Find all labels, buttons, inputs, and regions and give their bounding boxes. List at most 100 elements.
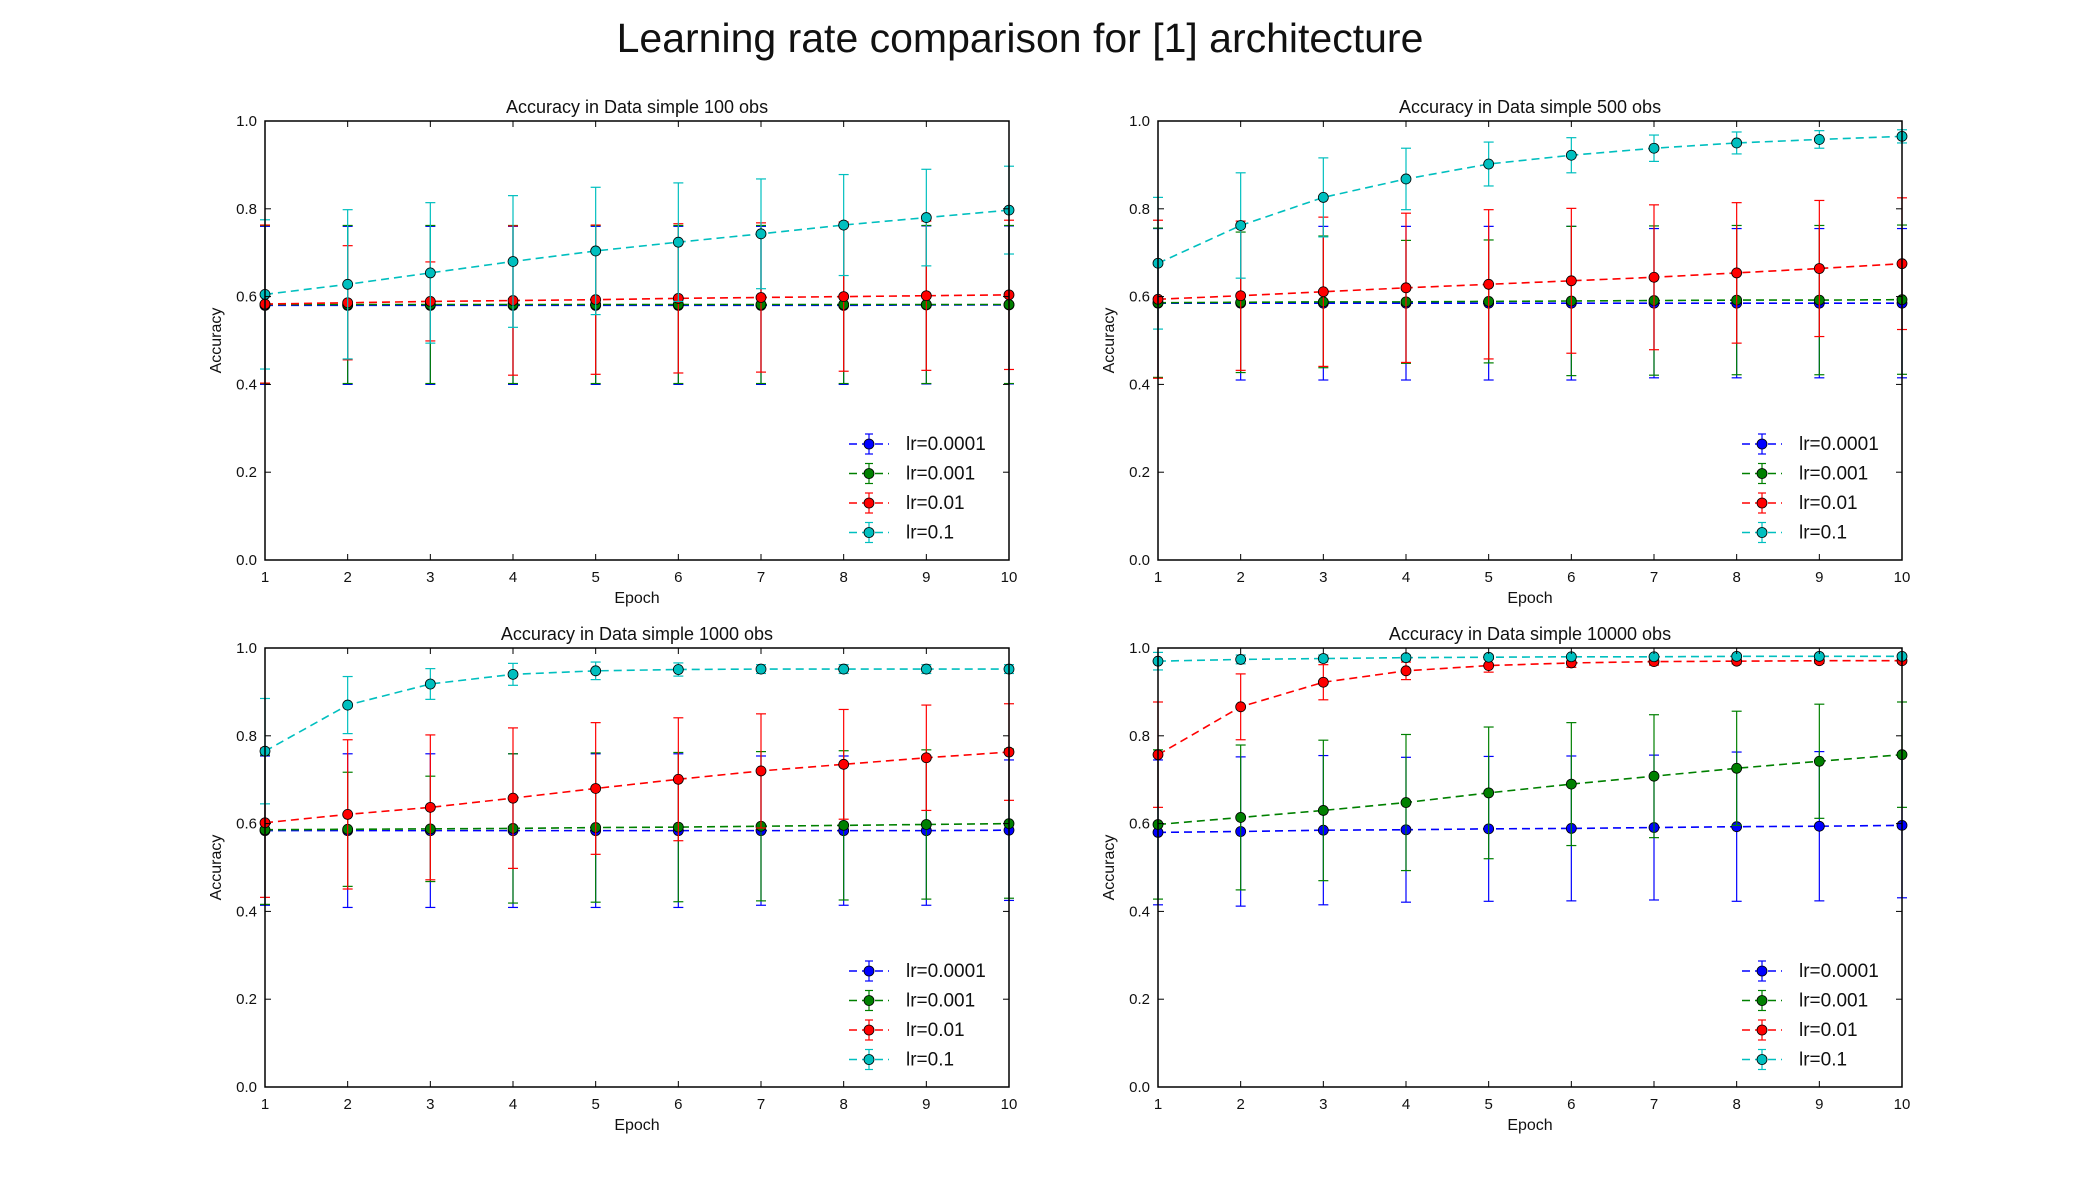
series-line	[1157, 655, 1902, 662]
data-point	[672, 664, 684, 675]
y-axis-label: Accuracy	[1101, 308, 1118, 374]
x-tick-label: 4	[1402, 1096, 1410, 1113]
data-point	[590, 245, 602, 257]
legend-marker	[863, 995, 875, 1006]
figure-title: Learning rate comparison for [1] archite…	[617, 15, 1424, 61]
x-tick-label: 9	[922, 1096, 930, 1113]
series-group	[1152, 650, 1908, 907]
series-line	[264, 668, 1009, 752]
y-tick-label: 1.0	[1129, 113, 1150, 130]
legend-marker	[1756, 1054, 1768, 1065]
y-tick-label: 0.6	[1129, 816, 1150, 833]
subplot-4: Accuracy in Data simple 10000 obs 1 2 3 4 5 6 7…	[1101, 624, 1910, 1134]
axes-frame	[1157, 120, 1903, 561]
legend-entry-lr=0.01: lr=0.01	[849, 1019, 965, 1041]
subplot-title: Accuracy in Data simple 100 obs	[506, 97, 768, 117]
data-point	[1813, 755, 1825, 767]
data-point	[1731, 762, 1743, 774]
legend-marker	[863, 438, 875, 450]
series-lr=0.0001	[259, 753, 1015, 909]
data-point	[507, 256, 519, 267]
subplot-title: Accuracy in Data simple 10000 obs	[1389, 624, 1671, 644]
series-line	[264, 822, 1010, 831]
legend-marker	[1756, 468, 1768, 479]
data-point	[1648, 770, 1660, 782]
data-point	[838, 219, 850, 231]
data-point	[920, 290, 932, 302]
legend-entry-lr=0.0001: lr=0.0001	[1742, 960, 1879, 982]
data-point	[1317, 191, 1329, 203]
data-point	[1648, 142, 1660, 154]
data-point	[342, 278, 354, 290]
data-point	[1235, 290, 1247, 302]
series-line	[1157, 262, 1903, 301]
y-tick-label: 0.2	[1129, 464, 1150, 481]
series-group	[1152, 129, 1908, 381]
y-tick-label: 0.4	[236, 903, 257, 920]
x-tick-label: 2	[343, 569, 351, 586]
x-tick-label: 7	[757, 1096, 765, 1113]
data-point	[1648, 271, 1660, 283]
legend-marker	[1756, 995, 1768, 1006]
legend-label: lr=0.001	[906, 991, 975, 1012]
subplot-2: Accuracy in Data simple 500 obs 1 2 3 4 5 6 7 8 9…	[1101, 97, 1910, 607]
y-axis-label: Accuracy	[1101, 835, 1118, 901]
data-point	[672, 236, 684, 248]
x-tick-label: 3	[1319, 569, 1327, 586]
x-axis-label: Epoch	[1507, 590, 1552, 607]
y-tick-label: 0.4	[1129, 903, 1150, 920]
legend-label: lr=0.01	[1799, 493, 1858, 514]
x-tick-label: 1	[261, 569, 269, 586]
y-tick-label: 1.0	[1129, 640, 1150, 657]
legend-label: lr=0.0001	[1799, 961, 1879, 982]
legend-entry-lr=0.0001: lr=0.0001	[849, 433, 986, 455]
data-point	[590, 783, 602, 794]
data-point	[1483, 158, 1495, 170]
x-tick-label: 2	[343, 1096, 351, 1113]
y-tick-label: 0.6	[236, 289, 257, 306]
x-tick-label: 8	[839, 1096, 847, 1113]
series-line	[264, 209, 1010, 296]
x-tick-label: 3	[426, 569, 434, 586]
legend-marker	[863, 1024, 875, 1036]
data-point	[755, 663, 767, 675]
data-point	[1813, 820, 1825, 832]
y-tick-label: 0.0	[1129, 1079, 1150, 1096]
x-tick-label: 9	[922, 569, 930, 586]
x-tick-label: 6	[674, 569, 682, 586]
x-tick-label: 3	[426, 1096, 434, 1113]
x-tick-label: 6	[674, 1096, 682, 1113]
legend-entry-lr=0.001: lr=0.001	[849, 989, 975, 1012]
x-tick-label: 7	[1650, 1096, 1658, 1113]
legend-label: lr=0.001	[1799, 464, 1868, 485]
legend-entry-lr=0.001: lr=0.001	[1742, 462, 1868, 485]
y-tick-label: 0.6	[236, 816, 257, 833]
data-point	[1565, 275, 1577, 287]
y-tick-label: 0.2	[1129, 991, 1150, 1008]
data-point	[1235, 654, 1247, 665]
data-point	[1400, 173, 1412, 185]
x-tick-label: 5	[1484, 569, 1492, 586]
data-point	[838, 291, 850, 303]
legend: lr=0.0001 lr=0.001 lr=0.01 lr=0.1	[1742, 960, 1879, 1071]
series-line	[1157, 824, 1903, 834]
legend: lr=0.0001 lr=0.001 lr=0.01 lr=0.1	[1742, 433, 1879, 544]
axes-frame	[1157, 647, 1903, 1088]
data-point	[1235, 220, 1247, 231]
x-tick-label: 5	[1484, 1096, 1492, 1113]
axes-frame	[264, 120, 1010, 561]
legend-label: lr=0.01	[906, 493, 965, 514]
y-tick-label: 0.2	[236, 464, 257, 481]
legend-entry-lr=0.0001: lr=0.0001	[1742, 433, 1879, 455]
legend-marker	[1756, 1024, 1768, 1036]
y-axis-label: Accuracy	[208, 835, 225, 901]
series-group	[259, 661, 1015, 909]
data-point	[1731, 267, 1743, 279]
data-point	[424, 678, 436, 690]
y-tick-label: 0.4	[236, 376, 257, 393]
legend-entry-lr=0.001: lr=0.001	[1742, 989, 1868, 1012]
legend-marker	[863, 965, 875, 977]
data-point	[755, 228, 767, 240]
data-point	[1731, 137, 1743, 149]
